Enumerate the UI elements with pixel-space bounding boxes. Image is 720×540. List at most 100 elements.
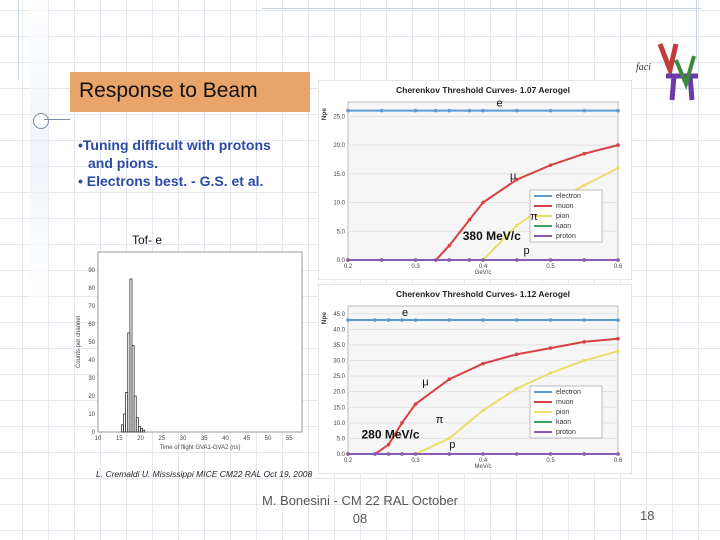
histogram-bar — [131, 345, 135, 433]
y-tick-label: 0.0 — [337, 258, 346, 264]
data-point-proton — [447, 258, 452, 262]
x-axis-label: Time of flight GVA1-GVA2 (ns) — [160, 445, 241, 451]
data-point-muon — [400, 421, 404, 425]
y-tick-label: 10 — [88, 412, 95, 418]
x-tick-label: 0.5 — [546, 264, 555, 270]
data-point-muon — [514, 352, 519, 357]
y-tick-label: 35.0 — [333, 343, 345, 349]
data-point-pion — [481, 408, 485, 413]
y-tick-label: 20.0 — [333, 143, 345, 149]
data-point-electron — [447, 318, 452, 322]
chart-title: Cherenkov Threshold Curves- 1.07 Aerogel — [396, 85, 570, 95]
data-point-electron — [548, 318, 553, 322]
legend-label-kaon: kaon — [556, 223, 571, 230]
data-point-proton — [616, 258, 620, 262]
decorative-right-line — [696, 0, 697, 60]
data-point-proton — [616, 452, 620, 456]
y-tick-label: 15.0 — [333, 405, 345, 411]
data-point-electron — [346, 318, 350, 322]
legend-label-kaon: kaon — [556, 419, 571, 426]
legend-label-proton: proton — [556, 429, 576, 436]
x-axis-label: GeV/c — [475, 270, 492, 276]
decorative-top-line — [262, 8, 702, 9]
y-tick-label: 25.0 — [333, 114, 345, 120]
data-point-muon — [386, 442, 391, 447]
y-tick-label: 40 — [88, 358, 95, 364]
data-point-electron — [433, 108, 438, 113]
data-point-proton — [467, 258, 472, 262]
x-tick-label: 55 — [286, 436, 293, 442]
data-point-muon — [413, 402, 418, 406]
threshold-label: 380 MeV/c — [463, 229, 521, 243]
y-axis-label: Counts per channel — [76, 316, 82, 368]
x-tick-label: 25 — [158, 436, 165, 442]
data-point-muon — [548, 163, 553, 167]
histogram-label: Tof- e — [132, 233, 163, 247]
threshold-label: 280 MeV/c — [362, 427, 420, 441]
data-point-proton — [481, 452, 485, 456]
data-point-proton — [400, 452, 404, 456]
y-axis-label: Npe — [321, 312, 328, 325]
x-tick-label: 0.6 — [614, 264, 623, 270]
data-point-electron — [413, 108, 418, 113]
data-point-electron — [413, 318, 418, 322]
bullet-list: •Tuning difficult with protons and pions… — [78, 136, 271, 190]
data-point-electron — [400, 318, 404, 322]
y-tick-label: 10.0 — [333, 201, 345, 207]
y-tick-label: 30.0 — [333, 359, 345, 365]
logo-text: faci — [636, 62, 651, 73]
data-point-proton — [386, 452, 391, 456]
legend-label-electron: electron — [556, 389, 581, 396]
x-tick-label: 0.3 — [411, 264, 420, 270]
x-tick-label: 0.3 — [411, 458, 420, 464]
y-tick-label: 0 — [92, 430, 96, 436]
data-point-electron — [616, 108, 620, 113]
y-tick-label: 80 — [88, 286, 95, 292]
data-point-proton — [346, 258, 350, 262]
decorative-left-bar — [30, 0, 48, 300]
data-point-proton — [346, 452, 350, 456]
bullet-circle-icon — [33, 113, 49, 129]
histogram-bar — [135, 417, 139, 433]
slide-footer: M. Bonesini - CM 22 RAL October 08 — [250, 492, 470, 528]
x-tick-label: 35 — [201, 436, 208, 442]
x-tick-label: 20 — [137, 436, 144, 442]
data-point-electron — [447, 108, 452, 113]
legend-label-muon: muon — [556, 203, 574, 210]
decorative-connector — [44, 119, 70, 120]
data-point-electron — [386, 318, 391, 322]
bullet-item: • Electrons best. - G.S. et al. — [78, 173, 264, 189]
data-point-pion — [616, 166, 620, 170]
particle-label: π — [530, 211, 538, 223]
data-point-proton — [514, 452, 519, 456]
data-point-electron — [373, 318, 377, 322]
data-point-muon — [514, 177, 519, 182]
data-point-muon — [616, 143, 620, 147]
data-point-electron — [616, 318, 620, 322]
data-point-electron — [481, 108, 485, 113]
x-tick-label: 50 — [265, 436, 272, 442]
bullet-item: •Tuning difficult with protons — [78, 137, 271, 153]
y-tick-label: 50 — [88, 340, 95, 346]
data-point-proton — [481, 258, 485, 262]
data-point-proton — [514, 258, 519, 262]
data-point-muon — [616, 336, 620, 341]
neutrino-factory-logo: faci — [636, 43, 698, 101]
data-point-muon — [481, 200, 485, 205]
data-point-proton — [548, 452, 553, 456]
data-point-proton — [447, 452, 452, 456]
x-tick-label: 10 — [95, 436, 102, 442]
legend-label-pion: pion — [556, 409, 569, 416]
page-number: 18 — [640, 508, 655, 523]
x-tick-label: 0.4 — [479, 458, 488, 464]
data-point-electron — [514, 318, 519, 322]
y-tick-label: 15.0 — [333, 172, 345, 178]
data-point-muon — [447, 243, 452, 248]
title-background — [70, 72, 310, 112]
x-axis-label: MeV/c — [474, 464, 491, 470]
y-tick-label: 70 — [88, 304, 95, 310]
y-tick-label: 60 — [88, 322, 95, 328]
cherenkov-chart-112: Cherenkov Threshold Curves- 1.12 Aerogel… — [318, 284, 632, 474]
data-point-muon — [447, 377, 452, 382]
